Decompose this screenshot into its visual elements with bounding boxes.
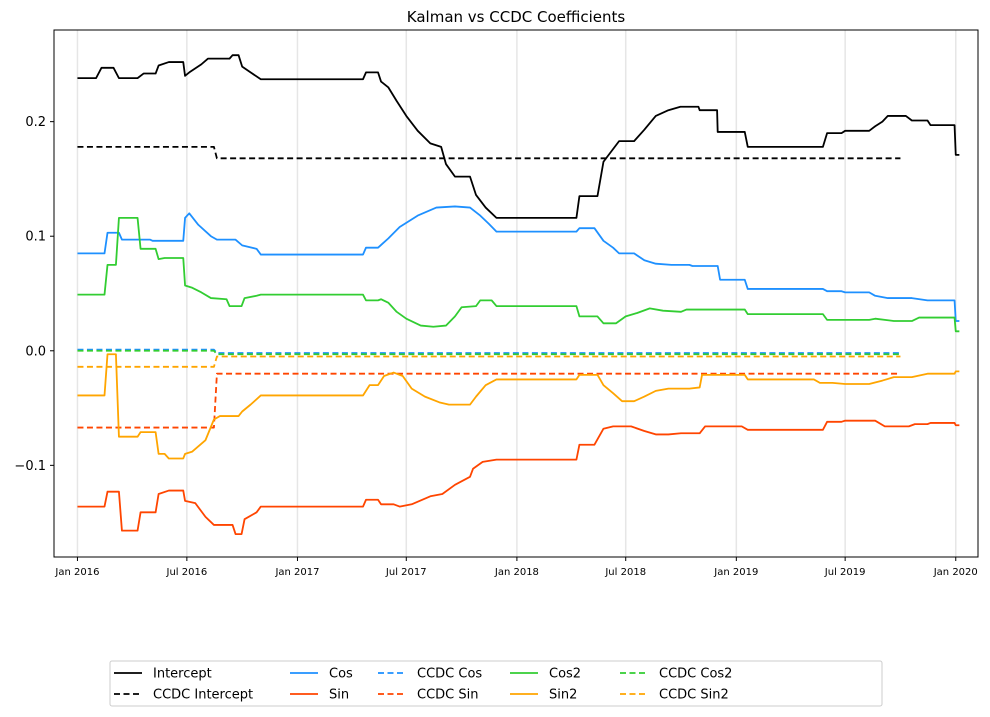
legend-label-ccdc-intercept: CCDC Intercept bbox=[153, 688, 253, 703]
series-line-cos bbox=[77, 205, 960, 322]
x-tick-label: Jul 2017 bbox=[385, 567, 427, 578]
x-tick-label: Jan 2017 bbox=[274, 567, 319, 578]
series-line-intercept bbox=[77, 54, 960, 219]
legend-label-cos2: Cos2 bbox=[549, 667, 581, 682]
legend-label-ccdc-sin2: CCDC Sin2 bbox=[659, 688, 729, 703]
series-line-ccdc-cos2 bbox=[77, 349, 901, 356]
series-line-cos2 bbox=[77, 216, 960, 333]
legend: Intercept CCDC Intercept Cos Sin CCDC Cos CCD… bbox=[109, 660, 883, 707]
legend-label-intercept: Intercept bbox=[153, 667, 212, 682]
x-tick-label: Jul 2018 bbox=[604, 567, 646, 578]
series-line-ccdc-sin bbox=[77, 372, 901, 429]
legend-label-cos: Cos bbox=[329, 667, 353, 682]
plot-frame bbox=[53, 29, 979, 558]
x-tick-label: Jan 2018 bbox=[494, 567, 539, 578]
x-tick-label: Jul 2019 bbox=[824, 567, 866, 578]
series-line-ccdc-sin2 bbox=[77, 355, 901, 368]
x-axis: Jan 2016 Jul 2016 Jan 2017 Jul 2017 Jan 2018… bbox=[54, 557, 978, 578]
legend-label-sin: Sin bbox=[329, 688, 349, 703]
chart-title: Kalman vs CCDC Coefficients bbox=[407, 8, 626, 26]
y-tick-label: 0.1 bbox=[25, 230, 46, 245]
x-tick-label: Jan 2020 bbox=[933, 567, 978, 578]
legend-label-ccdc-cos2: CCDC Cos2 bbox=[659, 667, 732, 682]
series-line-sin2 bbox=[77, 353, 960, 460]
series-layer bbox=[77, 54, 960, 535]
series-line-ccdc-intercept bbox=[77, 145, 901, 160]
x-tick-label: Jan 2019 bbox=[713, 567, 758, 578]
grid-layer bbox=[76, 30, 957, 557]
y-tick-label: 0.0 bbox=[25, 344, 46, 359]
legend-label-ccdc-sin: CCDC Sin bbox=[417, 688, 478, 703]
y-axis: −0.1 0.0 0.1 0.2 bbox=[14, 115, 54, 474]
legend-label-ccdc-cos: CCDC Cos bbox=[417, 667, 482, 682]
y-tick-label: −0.1 bbox=[14, 459, 46, 474]
x-tick-label: Jan 2016 bbox=[54, 567, 99, 578]
series-line-sin bbox=[77, 419, 960, 535]
y-tick-label: 0.2 bbox=[25, 115, 46, 130]
x-tick-label: Jul 2016 bbox=[166, 567, 208, 578]
legend-label-sin2: Sin2 bbox=[549, 688, 577, 703]
